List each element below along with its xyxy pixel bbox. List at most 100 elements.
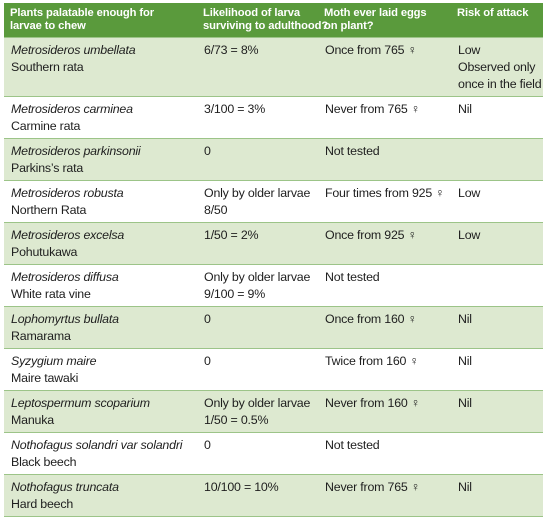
table-row: Lophomyrtus bullata Ramarama 0 Once from 16… <box>4 306 543 349</box>
risk-cell: Nil <box>451 390 543 433</box>
eggs-text: Never from 765 ♀ <box>325 480 420 494</box>
plant-common-name: White rata vine <box>11 287 91 301</box>
risk-text: Nil <box>458 354 472 368</box>
survival-cell: Only by older larvae 8/50 <box>197 180 318 223</box>
eggs-text: Once from 765 ♀ <box>325 43 417 57</box>
plant-common-name: Ramarama <box>11 329 71 343</box>
eggs-cell: Never from 160 ♀ <box>318 390 451 433</box>
header-eggs: Moth ever laid eggs on plant? <box>318 3 451 38</box>
survival-cell: 0 <box>197 432 318 475</box>
table-row: Metrosideros diffusa White rata vine Only … <box>4 264 543 307</box>
survival-text: 8/50 <box>204 203 228 217</box>
eggs-cell: Twice from 160 ♀ <box>318 348 451 391</box>
header-survival-line-2: surviving to adulthood? <box>203 20 329 32</box>
header-survival: Likelihood of larva surviving to adultho… <box>197 3 329 38</box>
risk-cell: Nil <box>451 96 543 139</box>
survival-text: 1/50 = 0.5% <box>204 413 269 427</box>
eggs-cell: Once from 925 ♀ <box>318 222 451 265</box>
plant-cell: Metrosideros diffusa White rata vine <box>4 264 197 307</box>
eggs-text: Once from 160 ♀ <box>325 312 417 326</box>
plant-scientific-name: Metrosideros diffusa <box>11 270 119 284</box>
risk-text: Low <box>458 43 481 57</box>
risk-cell: Nil <box>451 348 543 391</box>
plant-common-name: Southern rata <box>11 60 84 74</box>
table-row: Metrosideros excelsa Pohutukawa 1/50 = 2% O… <box>4 222 543 265</box>
plant-common-name: Maire tawaki <box>11 371 79 385</box>
eggs-cell: Never from 765 ♀ <box>318 96 451 139</box>
eggs-text: Once from 925 ♀ <box>325 228 417 242</box>
risk-text: once in the field <box>458 77 542 91</box>
eggs-cell: Not tested <box>318 264 451 307</box>
eggs-text: Never from 160 ♀ <box>325 396 420 410</box>
plant-cell: Lophomyrtus bullata Ramarama <box>4 306 197 349</box>
survival-text: 1/50 = 2% <box>204 228 259 242</box>
survival-cell: 0 <box>197 348 318 391</box>
risk-text: Nil <box>458 312 472 326</box>
risk-text: Observed only <box>458 60 536 74</box>
risk-cell: Low <box>451 222 543 265</box>
plant-cell: Syzygium maire Maire tawaki <box>4 348 197 391</box>
plant-common-name: Pohutukawa <box>11 245 78 259</box>
plant-scientific-name: Metrosideros excelsa <box>11 228 125 242</box>
plant-common-name: Northern Rata <box>11 203 87 217</box>
survival-cell: 10/100 = 10% <box>197 474 318 517</box>
plant-common-name: Carmine rata <box>11 119 81 133</box>
larva-host-plant-table: Plants palatable enough for larvae to ch… <box>4 3 543 517</box>
table-container: Plants palatable enough for larvae to ch… <box>4 3 543 517</box>
survival-text: Only by older larvae <box>204 396 311 410</box>
risk-cell: Nil <box>451 306 543 349</box>
risk-text: Low <box>458 228 481 242</box>
risk-text: Nil <box>458 102 472 116</box>
plant-scientific-name: Metrosideros carminea <box>11 102 133 116</box>
eggs-text: Twice from 160 ♀ <box>325 354 419 368</box>
plant-scientific-name: Syzygium maire <box>11 354 97 368</box>
plant-common-name: Parkins’s rata <box>11 161 84 175</box>
risk-text: Low <box>458 186 481 200</box>
survival-cell: 0 <box>197 306 318 349</box>
header-eggs-line-2: on plant? <box>324 20 374 32</box>
risk-cell <box>451 138 543 181</box>
table-row: Nothofagus truncata Hard beech 10/100 = 10… <box>4 474 543 517</box>
plant-cell: Metrosideros carminea Carmine rata <box>4 96 197 139</box>
risk-text: Nil <box>458 480 472 494</box>
eggs-text: Never from 765 ♀ <box>325 102 420 116</box>
table-row: Syzygium maire Maire tawaki 0 Twice from 16… <box>4 348 543 391</box>
table-row: Nothofagus solandri var solandri Black be… <box>4 432 543 475</box>
eggs-cell: Four times from 925 ♀ <box>318 180 451 223</box>
plant-scientific-name: Metrosideros robusta <box>11 186 124 200</box>
header-risk: Risk of attack <box>451 3 543 38</box>
table-body: Metrosideros umbellata Southern rata 6/73 … <box>4 37 543 517</box>
survival-text: 0 <box>204 312 211 326</box>
eggs-text: Four times from 925 ♀ <box>325 186 445 200</box>
header-plants-line-1: Plants palatable enough for <box>10 7 154 19</box>
survival-text: 3/100 = 3% <box>204 102 266 116</box>
plant-scientific-name: Nothofagus solandri var solandri <box>11 438 183 452</box>
table-row: Metrosideros carminea Carmine rata 3/100 =… <box>4 96 543 139</box>
survival-text: 0 <box>204 354 211 368</box>
survival-cell: 1/50 = 2% <box>197 222 318 265</box>
survival-cell: 6/73 = 8% <box>197 37 318 97</box>
table-row: Metrosideros parkinsonii Parkins’s rata 0 N… <box>4 138 543 181</box>
plant-cell: Metrosideros excelsa Pohutukawa <box>4 222 197 265</box>
table-row: Leptospermum scoparium Manuka Only by olde… <box>4 390 543 433</box>
plant-cell: Metrosideros parkinsonii Parkins’s rata <box>4 138 197 181</box>
survival-cell: 3/100 = 3% <box>197 96 318 139</box>
survival-cell: Only by older larvae 9/100 = 9% <box>197 264 318 307</box>
header-plants-line-2: larvae to chew <box>10 20 86 32</box>
header-eggs-line-1: Moth ever laid eggs <box>324 7 427 19</box>
survival-text: 9/100 = 9% <box>204 287 266 301</box>
header-risk-line-1: Risk of attack <box>457 7 529 19</box>
eggs-text: Not tested <box>325 144 380 158</box>
survival-text: 10/100 = 10% <box>204 480 279 494</box>
plant-scientific-name: Metrosideros parkinsonii <box>11 144 141 158</box>
survival-text: 0 <box>204 144 211 158</box>
plant-scientific-name: Metrosideros umbellata <box>11 43 136 57</box>
survival-cell: 0 <box>197 138 318 181</box>
risk-cell: Nil <box>451 474 543 517</box>
survival-cell: Only by older larvae 1/50 = 0.5% <box>197 390 318 433</box>
eggs-cell: Never from 765 ♀ <box>318 474 451 517</box>
risk-cell <box>451 264 543 307</box>
plant-scientific-name: Lophomyrtus bullata <box>11 312 119 326</box>
plant-cell: Leptospermum scoparium Manuka <box>4 390 197 433</box>
plant-cell: Metrosideros robusta Northern Rata <box>4 180 197 223</box>
